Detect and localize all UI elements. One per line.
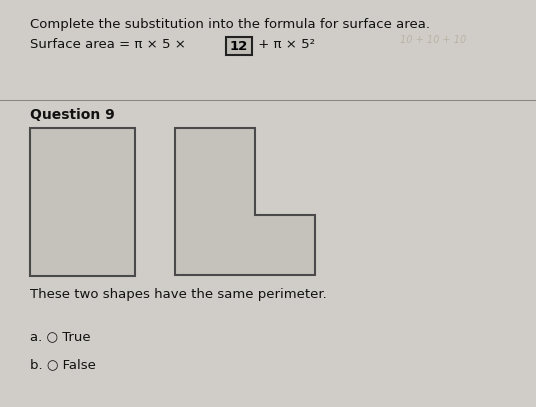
Bar — [30, 128, 135, 276]
Text: b. ○ False: b. ○ False — [30, 358, 96, 371]
Text: a. ○ True: a. ○ True — [30, 330, 91, 343]
Text: These two shapes have the same perimeter.: These two shapes have the same perimeter… — [30, 288, 327, 301]
Bar — [226, 37, 252, 55]
Polygon shape — [175, 128, 315, 275]
Text: Complete the substitution into the formula for surface area.: Complete the substitution into the formu… — [30, 18, 430, 31]
Text: Question 9: Question 9 — [30, 108, 115, 122]
Text: + π × 5²: + π × 5² — [254, 38, 315, 51]
Text: Surface area = π × 5 ×: Surface area = π × 5 × — [30, 38, 190, 51]
Text: 12: 12 — [230, 39, 248, 53]
Text: 10 + 10 + 10: 10 + 10 + 10 — [400, 35, 466, 45]
